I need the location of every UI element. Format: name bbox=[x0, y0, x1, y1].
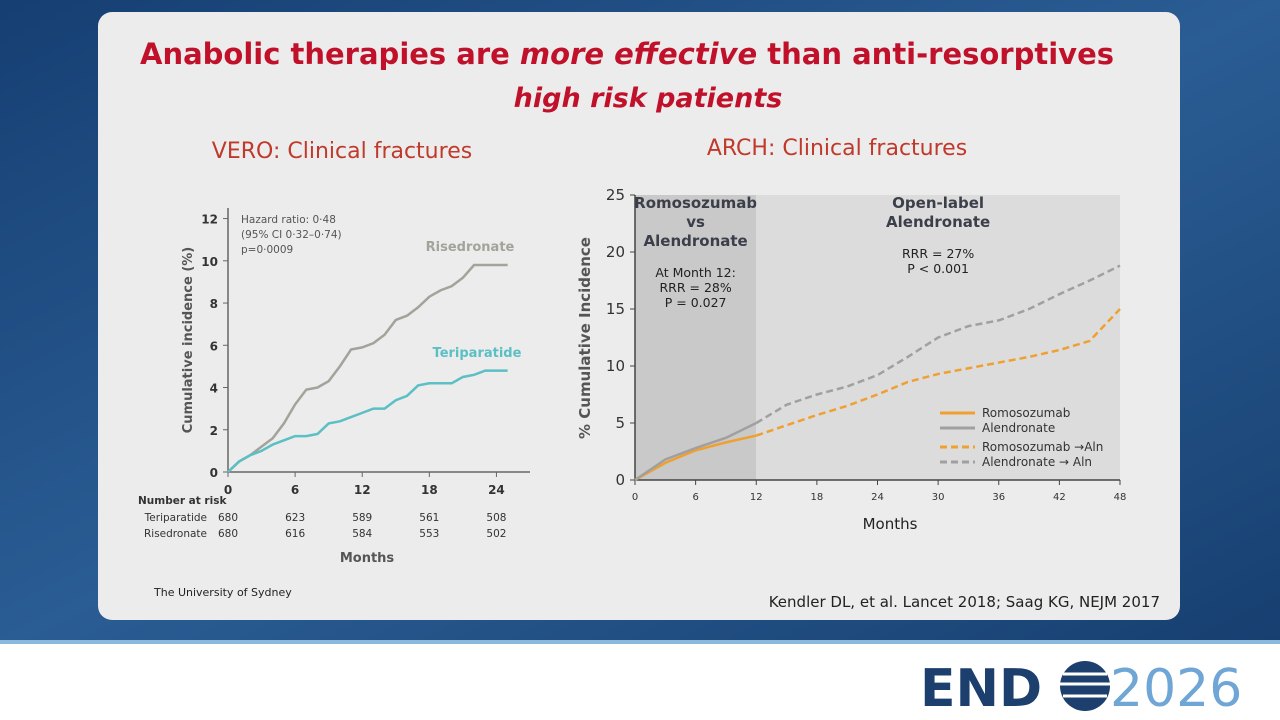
phase-label: Alendronate bbox=[886, 213, 990, 231]
at-risk-value: 616 bbox=[285, 528, 305, 540]
chart-title: ARCH: Clinical fractures bbox=[707, 136, 967, 161]
x-axis-label: Months bbox=[863, 515, 918, 533]
x-tick-label: 18 bbox=[421, 483, 438, 497]
title-part: more effective bbox=[520, 37, 757, 71]
y-tick-label: 20 bbox=[606, 243, 625, 261]
series-label: Teriparatide bbox=[433, 346, 522, 361]
phase-note: P = 0.027 bbox=[665, 295, 727, 310]
x-tick-label: 48 bbox=[1114, 492, 1127, 503]
y-axis-label: % Cumulative Incidence bbox=[576, 237, 594, 439]
y-tick-label: 15 bbox=[606, 300, 625, 318]
series-line bbox=[755, 264, 1121, 425]
series-line bbox=[227, 263, 508, 473]
y-tick-label: 5 bbox=[615, 414, 625, 432]
legend-label: Alendronate bbox=[982, 421, 1055, 435]
logo-year: 2026 bbox=[1110, 659, 1242, 719]
y-tick-label: 8 bbox=[210, 297, 218, 311]
annotation: Hazard ratio: 0·48 bbox=[241, 214, 336, 226]
at-risk-value: 623 bbox=[285, 512, 305, 524]
legend-label: Romosozumab bbox=[982, 406, 1070, 420]
phase-label: Open-label bbox=[892, 194, 984, 212]
y-tick-label: 0 bbox=[615, 471, 625, 489]
x-tick-label: 24 bbox=[871, 492, 884, 503]
series-line bbox=[227, 369, 508, 473]
x-tick-label: 12 bbox=[750, 492, 763, 503]
x-axis-label: Months bbox=[340, 551, 395, 566]
logo-text: END bbox=[920, 659, 1042, 719]
annotation: p=0·0009 bbox=[241, 244, 293, 256]
slide-subtitle: high risk patients bbox=[514, 83, 783, 114]
at-risk-value: 561 bbox=[419, 512, 439, 524]
y-tick-label: 12 bbox=[201, 213, 218, 227]
x-tick-label: 36 bbox=[992, 492, 1005, 503]
y-axis-label: Cumulative incidence (%) bbox=[181, 247, 196, 434]
phase-note: RRR = 28% bbox=[659, 280, 731, 295]
citation: Kendler DL, et al. Lancet 2018; Saag KG,… bbox=[769, 593, 1160, 611]
x-tick-label: 0 bbox=[632, 492, 638, 503]
chart-title: VERO: Clinical fractures bbox=[212, 139, 472, 164]
y-tick-label: 0 bbox=[210, 466, 218, 480]
legend-label: Romosozumab →Aln bbox=[982, 440, 1103, 454]
at-risk-name: Teriparatide bbox=[144, 512, 207, 524]
phase-label: Alendronate bbox=[644, 232, 748, 250]
at-risk-value: 508 bbox=[486, 512, 506, 524]
y-tick-label: 10 bbox=[606, 357, 625, 375]
at-risk-value: 589 bbox=[352, 512, 372, 524]
at-risk-value: 680 bbox=[218, 528, 238, 540]
phase-note: P < 0.001 bbox=[907, 261, 969, 276]
phase-label: Romosozumab bbox=[634, 194, 757, 212]
at-risk-title: Number at risk bbox=[138, 495, 227, 507]
at-risk-value: 502 bbox=[486, 528, 506, 540]
legend-label: Alendronate → Aln bbox=[982, 455, 1092, 469]
y-tick-label: 2 bbox=[210, 424, 218, 438]
title-part: than anti-resorptives bbox=[757, 37, 1114, 71]
y-tick-label: 10 bbox=[201, 255, 218, 269]
slide-title: Anabolic therapies are more effective th… bbox=[140, 37, 1114, 71]
series-line bbox=[755, 308, 1121, 437]
x-tick-label: 30 bbox=[932, 492, 945, 503]
y-tick-label: 4 bbox=[210, 382, 218, 396]
x-tick-label: 42 bbox=[1053, 492, 1066, 503]
series-line bbox=[634, 421, 757, 482]
x-tick-label: 12 bbox=[354, 483, 371, 497]
y-tick-label: 6 bbox=[210, 339, 218, 353]
stripe bbox=[0, 640, 1280, 644]
x-tick-label: 24 bbox=[488, 483, 505, 497]
at-risk-name: Risedronate bbox=[144, 528, 207, 540]
phase-note: At Month 12: bbox=[655, 265, 735, 280]
logo-globe bbox=[1060, 661, 1110, 711]
source: The University of Sydney bbox=[153, 586, 292, 599]
at-risk-value: 584 bbox=[352, 528, 372, 540]
x-tick-label: 0 bbox=[224, 483, 232, 497]
series-label: Risedronate bbox=[426, 240, 515, 255]
y-tick-label: 25 bbox=[606, 186, 625, 204]
x-tick-label: 6 bbox=[692, 492, 698, 503]
title-part: Anabolic therapies are bbox=[140, 37, 520, 71]
annotation: (95% CI 0·32–0·74) bbox=[241, 229, 342, 241]
phase-note: RRR = 27% bbox=[902, 246, 974, 261]
phase-label: vs bbox=[686, 213, 705, 231]
x-tick-label: 18 bbox=[811, 492, 824, 503]
x-tick-label: 6 bbox=[291, 483, 299, 497]
series-line bbox=[634, 434, 757, 482]
at-risk-value: 553 bbox=[419, 528, 439, 540]
at-risk-value: 680 bbox=[218, 512, 238, 524]
